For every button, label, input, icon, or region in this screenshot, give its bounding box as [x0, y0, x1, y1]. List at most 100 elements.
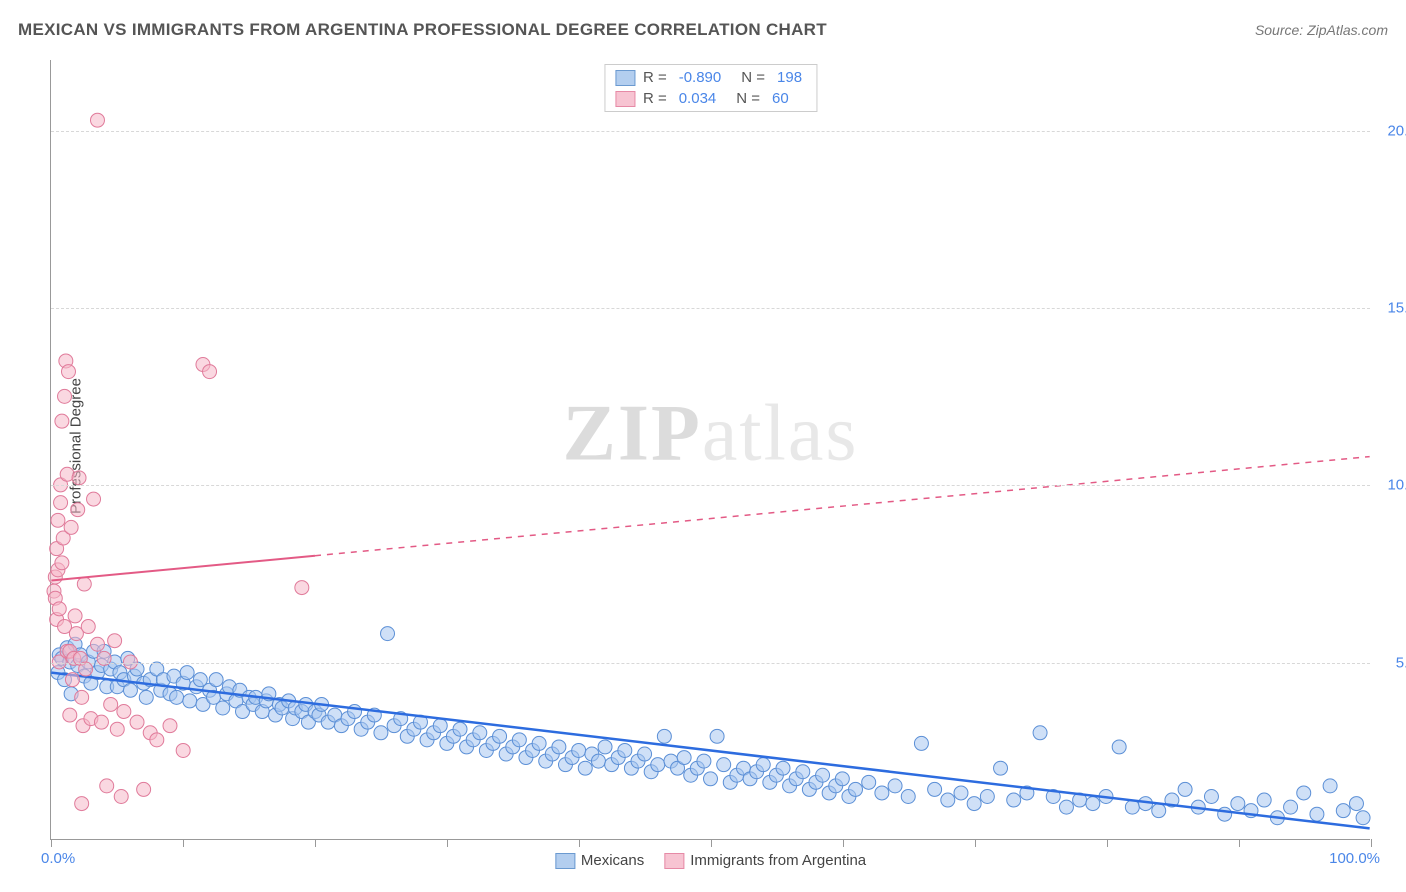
x-axis-min-label: 0.0% [41, 850, 75, 867]
data-point [941, 793, 955, 807]
data-point [552, 740, 566, 754]
x-tick [1239, 839, 1240, 847]
value-r-mexicans: -0.890 [679, 69, 722, 86]
data-point [123, 683, 137, 697]
value-n-mexicans: 198 [777, 69, 802, 86]
data-point [875, 786, 889, 800]
data-point [114, 790, 128, 804]
data-point [1310, 807, 1324, 821]
data-point [493, 729, 507, 743]
data-point [295, 581, 309, 595]
data-point [914, 736, 928, 750]
data-point [381, 627, 395, 641]
data-point [87, 492, 101, 506]
data-point [532, 736, 546, 750]
regression-line-dashed [315, 457, 1370, 556]
data-point [1152, 804, 1166, 818]
gridline [51, 663, 1370, 664]
y-tick-label: 10.0% [1387, 477, 1406, 494]
data-point [1112, 740, 1126, 754]
data-point [183, 694, 197, 708]
label-r: R = [643, 90, 667, 107]
data-point [901, 790, 915, 804]
data-point [55, 414, 69, 428]
data-point [1297, 786, 1311, 800]
data-point [94, 715, 108, 729]
y-tick-label: 15.0% [1387, 300, 1406, 317]
x-tick [843, 839, 844, 847]
gridline [51, 485, 1370, 486]
data-point [180, 666, 194, 680]
legend-item-mexicans: Mexicans [555, 852, 644, 869]
data-point [638, 747, 652, 761]
label-n: N = [741, 69, 765, 86]
x-tick [183, 839, 184, 847]
data-point [776, 761, 790, 775]
regression-line-solid [51, 556, 315, 581]
data-point [849, 782, 863, 796]
data-point [81, 620, 95, 634]
swatch-argentina [615, 91, 635, 107]
data-point [796, 765, 810, 779]
x-tick [1371, 839, 1372, 847]
legend-swatch-argentina [664, 853, 684, 869]
data-point [677, 751, 691, 765]
data-point [1257, 793, 1271, 807]
data-point [704, 772, 718, 786]
data-point [816, 768, 830, 782]
data-point [63, 708, 77, 722]
source-attribution: Source: ZipAtlas.com [1255, 22, 1388, 38]
data-point [75, 690, 89, 704]
legend-label-mexicans: Mexicans [581, 852, 644, 869]
chart-svg [51, 60, 1370, 839]
data-point [1323, 779, 1337, 793]
data-point [71, 503, 85, 517]
data-point [651, 758, 665, 772]
data-point [64, 520, 78, 534]
data-point [61, 365, 75, 379]
data-point [55, 556, 69, 570]
data-point [54, 496, 68, 510]
data-point [137, 782, 151, 796]
x-tick [579, 839, 580, 847]
data-point [835, 772, 849, 786]
data-point [888, 779, 902, 793]
data-point [163, 719, 177, 733]
data-point [618, 743, 632, 757]
data-point [710, 729, 724, 743]
legend-item-argentina: Immigrants from Argentina [664, 852, 866, 869]
label-r: R = [643, 69, 667, 86]
y-tick-label: 20.0% [1387, 122, 1406, 139]
regression-line [51, 673, 1369, 829]
stats-row-argentina: R = 0.034 N = 60 [611, 88, 810, 109]
data-point [110, 722, 124, 736]
data-point [433, 719, 447, 733]
data-point [657, 729, 671, 743]
data-point [1356, 811, 1370, 825]
data-point [591, 754, 605, 768]
data-point [1086, 797, 1100, 811]
data-point [1336, 804, 1350, 818]
gridline [51, 308, 1370, 309]
value-r-argentina: 0.034 [679, 90, 717, 107]
x-tick [447, 839, 448, 847]
data-point [717, 758, 731, 772]
data-point [572, 743, 586, 757]
swatch-mexicans [615, 70, 635, 86]
data-point [697, 754, 711, 768]
data-point [374, 726, 388, 740]
data-point [994, 761, 1008, 775]
data-point [1284, 800, 1298, 814]
data-point [1349, 797, 1363, 811]
data-point [79, 662, 93, 676]
data-point [1218, 807, 1232, 821]
data-point [176, 743, 190, 757]
chart-title: MEXICAN VS IMMIGRANTS FROM ARGENTINA PRO… [18, 20, 827, 40]
data-point [209, 673, 223, 687]
data-point [108, 634, 122, 648]
x-tick [711, 839, 712, 847]
x-tick [975, 839, 976, 847]
data-point [68, 609, 82, 623]
data-point [52, 602, 66, 616]
data-point [1204, 790, 1218, 804]
